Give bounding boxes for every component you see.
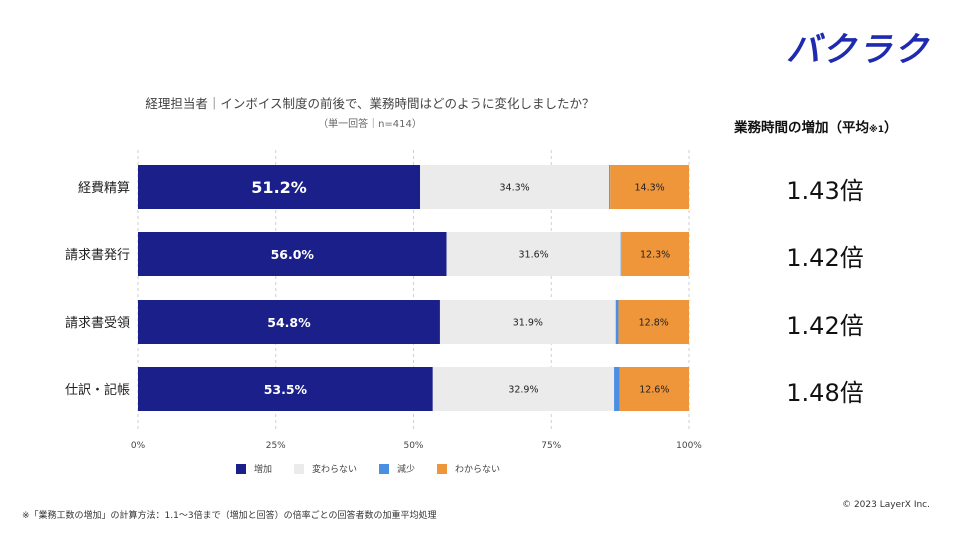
legend-item-increase: 増加: [236, 462, 272, 475]
data-label: 12.8%: [639, 318, 669, 329]
data-label: 32.9%: [508, 385, 538, 396]
data-label: 53.5%: [264, 382, 308, 397]
chart-subtitle: （単一回答｜n=414）: [318, 119, 422, 130]
bar-segment: [432, 367, 615, 411]
bar-segment: [621, 232, 689, 276]
bar-segment: [420, 165, 610, 209]
legend-swatch-unchanged: [294, 463, 305, 474]
bar-segment: [614, 367, 620, 411]
bar-segment: [439, 300, 616, 344]
legend-item-unknown: わからない: [437, 462, 500, 475]
bar-segment: [138, 300, 440, 344]
category-label: 請求書発行: [65, 248, 130, 263]
legend-label-unknown: わからない: [455, 465, 501, 475]
x-tick-label: 25%: [266, 441, 286, 451]
category-label: 仕訳・記帳: [65, 382, 130, 398]
data-label: 34.3%: [500, 183, 530, 194]
x-tick-label: 50%: [403, 441, 423, 451]
multiplier-journal: 1.48倍: [786, 379, 864, 407]
bar-segment: [446, 232, 621, 276]
bar-segment: [138, 367, 433, 411]
right-panel-title-note: ※1: [869, 125, 885, 135]
x-tick-label: 100%: [676, 441, 702, 451]
bar-segment: [620, 232, 622, 276]
footnote: ※「業務工数の増加」の計算方法：1.1～3倍まで（増加と回答）の倍率ごとの回答者…: [22, 511, 437, 521]
multiplier-expense: 1.43倍: [786, 177, 864, 205]
legend-swatch-increase: [236, 463, 246, 474]
data-label: 12.6%: [639, 385, 669, 396]
bar-segment: [615, 300, 619, 344]
bar-segment: [138, 232, 447, 276]
x-tick-label: 0%: [131, 441, 146, 451]
category-label: 経費精算: [78, 181, 130, 196]
legend-label-unchanged: 変わらない: [312, 465, 358, 475]
copyright: © 2023 LayerX Inc.: [842, 500, 930, 510]
legend-swatch-decrease: [379, 463, 390, 474]
bar-segment: [610, 165, 689, 209]
legend-swatch-unknown: [437, 463, 448, 474]
bar-segment: [619, 367, 689, 411]
data-label: 31.9%: [513, 318, 543, 329]
bar-segment: [138, 165, 421, 209]
legend-label-decrease: 減少: [397, 465, 416, 475]
data-label: 56.0%: [271, 247, 315, 262]
chart-title: 経理担当者｜インボイス制度の前後で、業務時間はどのように変化しましたか？: [145, 96, 595, 111]
multiplier-invoice-issue: 1.42倍: [786, 244, 864, 272]
data-label: 31.6%: [519, 250, 549, 261]
bar-segment: [618, 300, 689, 344]
legend-item-unchanged: 変わらない: [294, 462, 357, 475]
data-label: 54.8%: [267, 315, 311, 330]
data-label: 14.3%: [635, 183, 665, 194]
data-label: 12.3%: [640, 250, 670, 261]
brand-logo: バクラク: [786, 30, 930, 70]
right-panel-title-close: ）: [884, 120, 898, 136]
multiplier-invoice-receipt: 1.42倍: [786, 312, 864, 340]
legend-item-decrease: 減少: [379, 462, 415, 475]
data-label: 51.2%: [251, 178, 307, 197]
right-panel-title-main: 業務時間の増加（平均: [734, 120, 869, 136]
bar-segment: [609, 165, 611, 209]
right-panel-title: 業務時間の増加（平均※1）: [734, 116, 898, 136]
legend-label-increase: 増加: [254, 465, 273, 475]
x-tick-label: 75%: [541, 441, 561, 451]
category-label: 請求書受領: [65, 315, 130, 331]
chart-legend: 増加 変わらない 減少 わからない: [236, 462, 500, 475]
